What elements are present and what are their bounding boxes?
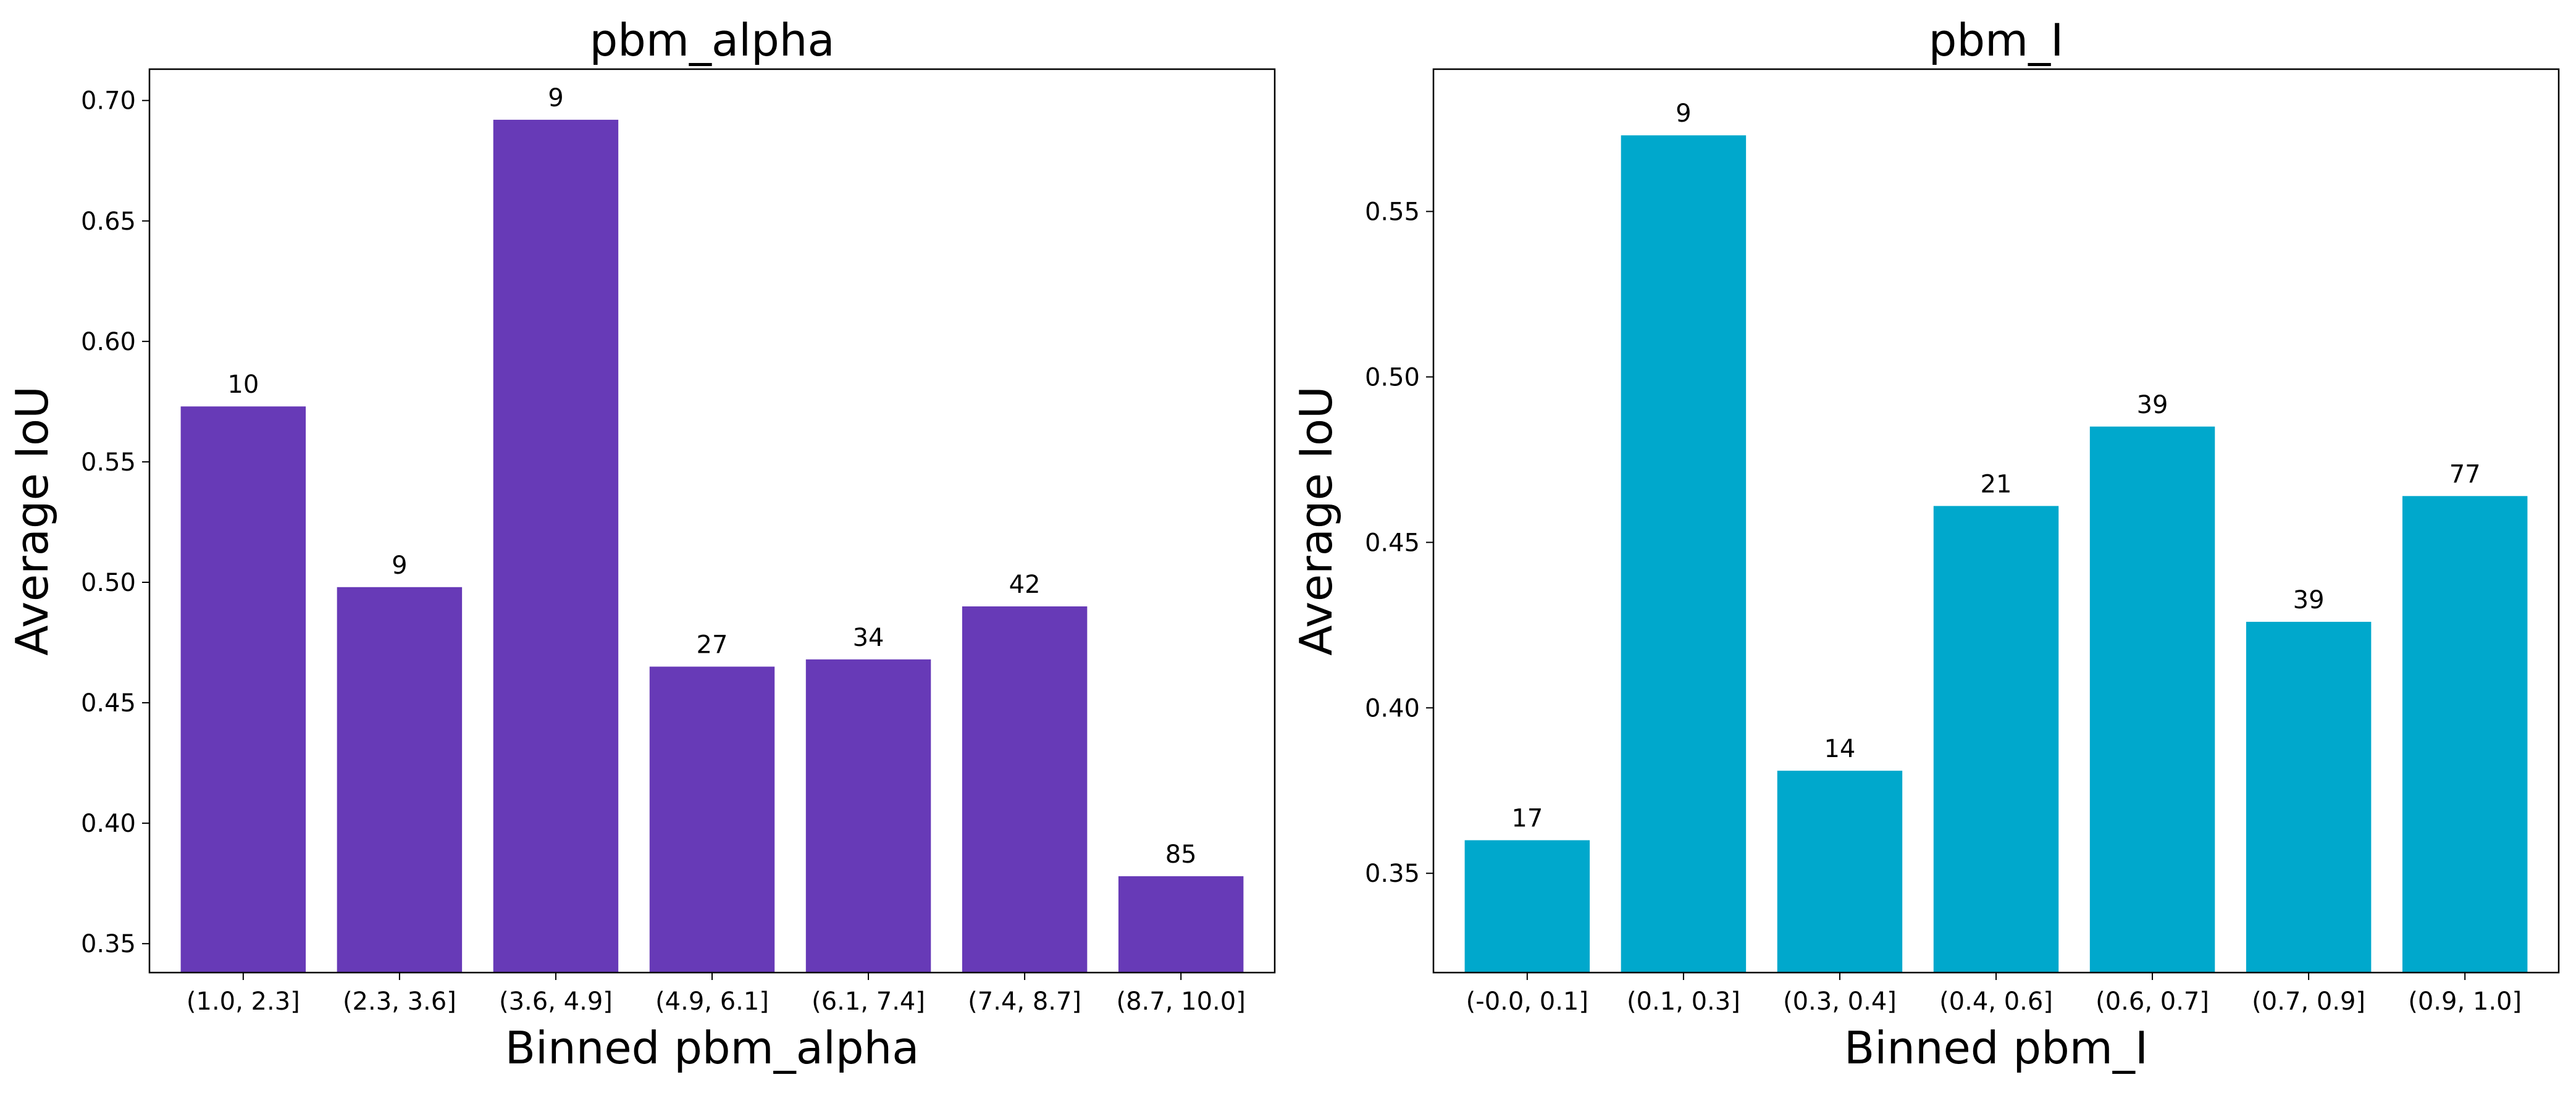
y-tick-label: 0.45 — [1365, 529, 1420, 557]
bar — [1933, 506, 2059, 973]
x-tick-label: (3.6, 4.9] — [499, 987, 613, 1016]
x-tick-label: (7.4, 8.7] — [968, 987, 1081, 1016]
bar — [1118, 876, 1244, 973]
bar — [1464, 840, 1590, 973]
chart-panel-1: pbm_alpha 10 (1.0, 2.3] 9 (2.3, 3.6] 9 (3.6, 4… — [6, 14, 1276, 1074]
x-tick-label: (1.0, 2.3] — [187, 987, 300, 1016]
bar-count-label: 34 — [853, 624, 884, 652]
bar — [2089, 426, 2215, 973]
y-axis-label: Average IoU — [1290, 386, 1342, 656]
y-tick-label: 0.50 — [1365, 363, 1420, 392]
chart-panel-2: pbm_I 17 (-0.0, 0.1] 9 (0.1, 0.3] 14 (0.3, 0.4… — [1290, 14, 2560, 1074]
x-tick-label: (0.3, 0.4] — [1783, 987, 1897, 1016]
bar-count-label: 77 — [2449, 460, 2481, 488]
y-tick-label: 0.50 — [81, 569, 136, 597]
bar-count-label: 9 — [1676, 99, 1691, 128]
bar — [649, 666, 775, 973]
x-tick-label: (6.1, 7.4] — [812, 987, 925, 1016]
x-axis-label: Binned pbm_I — [1844, 1022, 2148, 1074]
chart-title: pbm_alpha — [589, 14, 834, 66]
bar-count-label: 85 — [1165, 840, 1197, 869]
bar-count-label: 39 — [2137, 391, 2168, 419]
bar — [180, 406, 306, 973]
y-axis-label: Average IoU — [6, 386, 58, 656]
y-tick-label: 0.55 — [81, 448, 136, 477]
bar-count-label: 9 — [392, 551, 407, 580]
x-tick-label: (4.9, 6.1] — [655, 987, 769, 1016]
plot-frame — [148, 68, 1276, 974]
bar-count-label: 17 — [1511, 805, 1543, 833]
x-tick-label: (-0.0, 0.1] — [1466, 987, 1588, 1016]
x-tick-label: (0.4, 0.6] — [1939, 987, 2053, 1016]
y-tick-label: 0.40 — [1365, 694, 1420, 722]
y-tick-label: 0.45 — [81, 689, 136, 718]
bar-count-label: 42 — [1009, 571, 1041, 599]
bar-count-label: 10 — [227, 371, 259, 399]
bar — [2402, 496, 2528, 973]
plot-frame — [1432, 68, 2560, 974]
bar — [805, 659, 931, 973]
y-tick-label: 0.70 — [81, 87, 136, 115]
y-tick-label: 0.55 — [1365, 198, 1420, 226]
bar-count-label: 21 — [1981, 470, 2012, 498]
bar — [1777, 771, 1903, 973]
x-tick-label: (0.6, 0.7] — [2096, 987, 2209, 1016]
bar-count-label: 39 — [2293, 586, 2325, 614]
y-tick-label: 0.35 — [1365, 860, 1420, 888]
x-tick-label: (0.9, 1.0] — [2408, 987, 2522, 1016]
bar-count-label: 27 — [697, 631, 728, 660]
chart-title: pbm_I — [1929, 14, 2064, 66]
y-tick-label: 0.35 — [81, 930, 136, 958]
y-tick-label: 0.60 — [81, 328, 136, 356]
bar — [1621, 135, 1747, 973]
x-tick-label: (0.7, 0.9] — [2252, 987, 2365, 1016]
x-tick-label: (2.3, 3.6] — [343, 987, 456, 1016]
y-tick-label: 0.40 — [81, 810, 136, 838]
bar — [337, 587, 463, 973]
bar-count-label: 14 — [1824, 735, 1855, 763]
x-axis-label: Binned pbm_alpha — [505, 1022, 920, 1074]
bar — [962, 606, 1088, 973]
x-tick-label: (8.7, 10.0] — [1117, 987, 1246, 1016]
x-tick-label: (0.1, 0.3] — [1627, 987, 1740, 1016]
bar-count-label: 9 — [548, 84, 563, 112]
bar — [2246, 621, 2372, 973]
bar — [493, 119, 619, 973]
y-tick-label: 0.65 — [81, 207, 136, 236]
